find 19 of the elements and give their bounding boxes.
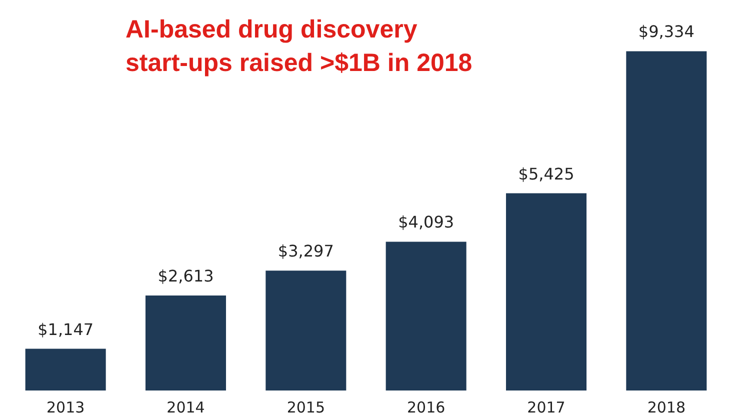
x-tick-label: 2015 <box>286 398 326 415</box>
chart-title: AI-based drug discovery start-ups raised >$1B in 2018 <box>126 16 472 78</box>
data-label: $4,093 <box>398 212 454 232</box>
x-tick-label: 2014 <box>166 398 205 415</box>
data-label: $3,297 <box>278 242 334 261</box>
bar <box>386 242 466 390</box>
data-label: $1,147 <box>38 320 94 339</box>
bar <box>506 193 587 390</box>
data-label: $5,425 <box>518 164 574 184</box>
bar <box>145 296 226 390</box>
bar <box>266 270 346 390</box>
x-tick-label: 2016 <box>406 398 446 415</box>
x-tick-label: 2018 <box>647 398 686 415</box>
data-label: $9,334 <box>638 22 694 42</box>
bar <box>25 348 106 390</box>
x-tick-label: 2013 <box>46 398 85 415</box>
data-label: $2,613 <box>158 266 214 286</box>
bar <box>626 51 707 390</box>
x-tick-label: 2017 <box>527 398 566 415</box>
